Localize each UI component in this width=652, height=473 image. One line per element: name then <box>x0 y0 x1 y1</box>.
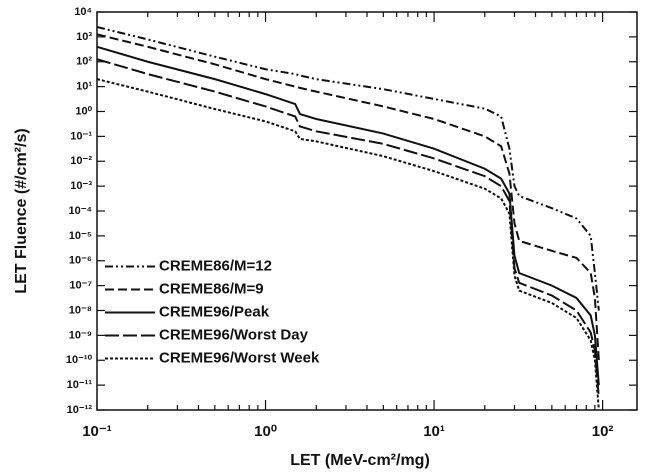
series-line <box>96 58 600 398</box>
y-tick-label: 10⁰ <box>75 105 92 117</box>
y-tick-label: 10² <box>76 56 92 68</box>
x-tick-label: 10⁻¹ <box>82 423 112 440</box>
legend-label: CREME96/Worst Day <box>159 326 309 343</box>
y-tick-label: 10⁻¹⁰ <box>66 354 93 366</box>
y-tick-label: 10⁻⁹ <box>69 329 92 341</box>
y-tick-label: 10³ <box>76 31 92 43</box>
x-axis-label: LET (MeV-cm²/mg) <box>290 452 430 469</box>
y-tick-label: 10⁻⁴ <box>69 205 92 217</box>
y-tick-label: 10⁴ <box>74 6 92 18</box>
y-tick-label: 10⁻⁵ <box>69 230 92 242</box>
series-line <box>96 45 600 386</box>
y-tick-label: 10⁻² <box>70 155 92 167</box>
x-tick-label: 10¹ <box>423 423 445 440</box>
y-tick-label: 10¹ <box>76 81 92 93</box>
y-tick-label: 10⁻¹² <box>67 404 93 416</box>
series-line <box>96 78 600 411</box>
legend-label: CREME86/M=9 <box>159 280 264 297</box>
legend-label: CREME86/M=12 <box>159 257 272 274</box>
y-tick-label: 10⁻⁶ <box>69 255 92 267</box>
series-line <box>96 33 600 361</box>
x-tick-label: 10⁰ <box>254 423 277 440</box>
y-axis-label: LET Fluence (#/cm²/s) <box>13 128 30 293</box>
y-tick-label: 10⁻⁸ <box>69 304 92 316</box>
y-tick-label: 10⁻¹ <box>70 130 92 142</box>
series-line <box>96 26 600 311</box>
y-tick-label: 10⁻³ <box>70 180 92 192</box>
legend-label: CREME96/Worst Week <box>159 349 320 366</box>
y-tick-label: 10⁻¹¹ <box>67 379 93 391</box>
x-tick-label: 10² <box>592 423 614 440</box>
y-tick-label: 10⁻⁷ <box>69 280 92 292</box>
legend-label: CREME96/Peak <box>159 303 270 320</box>
